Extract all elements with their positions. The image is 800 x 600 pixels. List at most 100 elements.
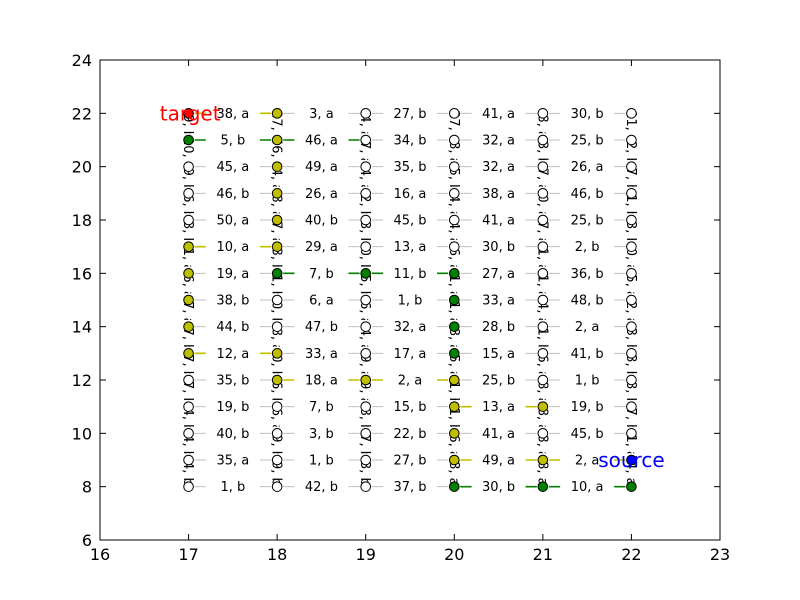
axis-ticks-layer: 16 17 18 19 20 21 22 23 6 8 10 12 14 16 18 20 22 24 [72, 51, 731, 564]
edge-label: 5, a [623, 274, 638, 299]
edge-label: 2, a [623, 301, 638, 326]
edge-label: 13, a [394, 240, 427, 255]
graph-node [360, 481, 372, 492]
edge-label-background [560, 453, 615, 467]
edge-label: 32, a [394, 320, 427, 335]
edge-label: 19, b [571, 400, 604, 415]
edge-label: 27, b [393, 454, 426, 469]
edge-label-background [205, 373, 260, 387]
y-tick-label: 12 [72, 371, 92, 390]
edge-label-background [471, 133, 526, 147]
edge-label: 0, a [623, 248, 638, 273]
edge-label: 8, a [446, 141, 461, 166]
edge-label: 33, a [305, 347, 338, 362]
edge-label: 40, b [216, 427, 249, 442]
edge-label: 7, a [180, 301, 195, 326]
x-tick-label: 20 [444, 545, 464, 564]
edge-label: 4, b [180, 461, 195, 486]
edge-label: 9, b [180, 114, 195, 139]
edge-label: 1, a [180, 248, 195, 273]
edge-label: 40, b [305, 214, 338, 229]
graph-node [448, 294, 460, 306]
edge-label: 32, a [482, 160, 515, 175]
edge-label: 0, b [269, 354, 284, 379]
edge-label: 2, b [623, 141, 638, 166]
edge-label-background [471, 159, 526, 174]
edge-label: 7, b [623, 408, 638, 433]
edge-label-background [294, 159, 349, 174]
edge-label: 44, b [216, 320, 249, 335]
graph-node [360, 321, 372, 332]
graph-node [537, 321, 549, 332]
y-tick-label: 6 [82, 531, 92, 550]
edge-label: 2, b [575, 240, 600, 255]
edge-label: 8, a [534, 461, 549, 486]
graph-node [360, 134, 372, 146]
edge-label: 19, a [216, 267, 249, 282]
graph-node [360, 268, 372, 279]
edge-label: 4, a [357, 114, 372, 139]
edge-label-background [471, 213, 526, 227]
graph-node [537, 161, 549, 172]
graph-node [448, 374, 460, 386]
graph-node [271, 294, 283, 306]
graph-node [360, 188, 372, 199]
edge-label-background [205, 106, 260, 121]
edge-label: 6, a [446, 434, 461, 459]
edge-label: 8, a [534, 381, 549, 406]
graph-node [626, 241, 637, 252]
graph-node [537, 134, 549, 146]
edge-label-background [205, 239, 260, 254]
edge-label: 26, a [305, 187, 338, 202]
edge-label: 41, a [482, 427, 515, 442]
graph-node [183, 401, 194, 412]
graph-node [271, 454, 283, 466]
edge-label-background [294, 426, 349, 441]
edge-label: 1, a [623, 434, 638, 459]
edge-label: 8, a [446, 461, 461, 486]
edge-label: 1, a [534, 248, 549, 273]
node-label-source: source [598, 448, 664, 472]
edge-label-background [294, 479, 349, 494]
edge-label: 9, a [357, 381, 372, 406]
graph-node [448, 108, 460, 119]
edge-label: 2, a [575, 320, 600, 335]
edge-label-background [294, 399, 349, 414]
edge-label: 12, a [216, 347, 249, 362]
edge-label: 3, b [623, 221, 638, 246]
edge-label: 47, b [305, 320, 338, 335]
edge-label: 19, b [216, 400, 249, 415]
edge-label: 9, b [269, 461, 284, 486]
graph-node [183, 108, 194, 119]
edge-label-background [294, 239, 349, 254]
edge-label: 36, b [571, 267, 604, 282]
graph-node [360, 348, 372, 359]
graph-node [183, 134, 194, 146]
edge-label-background [294, 106, 349, 121]
edge-label: 6, a [446, 248, 461, 273]
edge-label: 8, a [534, 408, 549, 433]
edge-label: 7, b [623, 168, 638, 193]
edge-label-background [205, 479, 260, 494]
edge-label: 4, b [180, 408, 195, 433]
edge-label: 26, a [571, 160, 604, 175]
graph-node [271, 214, 283, 226]
graph-node [360, 214, 372, 226]
edge-label-background [294, 266, 349, 281]
edge-label: 11, b [393, 267, 426, 282]
edge-label: 15, a [482, 347, 515, 362]
graph-node [183, 241, 194, 252]
y-tick-label: 20 [72, 158, 92, 177]
edge-label: 6, b [269, 381, 284, 406]
edge-label: 8, a [534, 434, 549, 459]
graph-node [626, 348, 637, 359]
edge-label-background [560, 479, 615, 494]
graph-node [183, 481, 194, 492]
edge-label-background [205, 346, 260, 361]
graph-node [183, 428, 194, 439]
edge-label-background [471, 426, 526, 441]
edge-label: 6, b [180, 194, 195, 219]
edge-label: 1, a [446, 274, 461, 299]
graph-node [360, 454, 372, 466]
